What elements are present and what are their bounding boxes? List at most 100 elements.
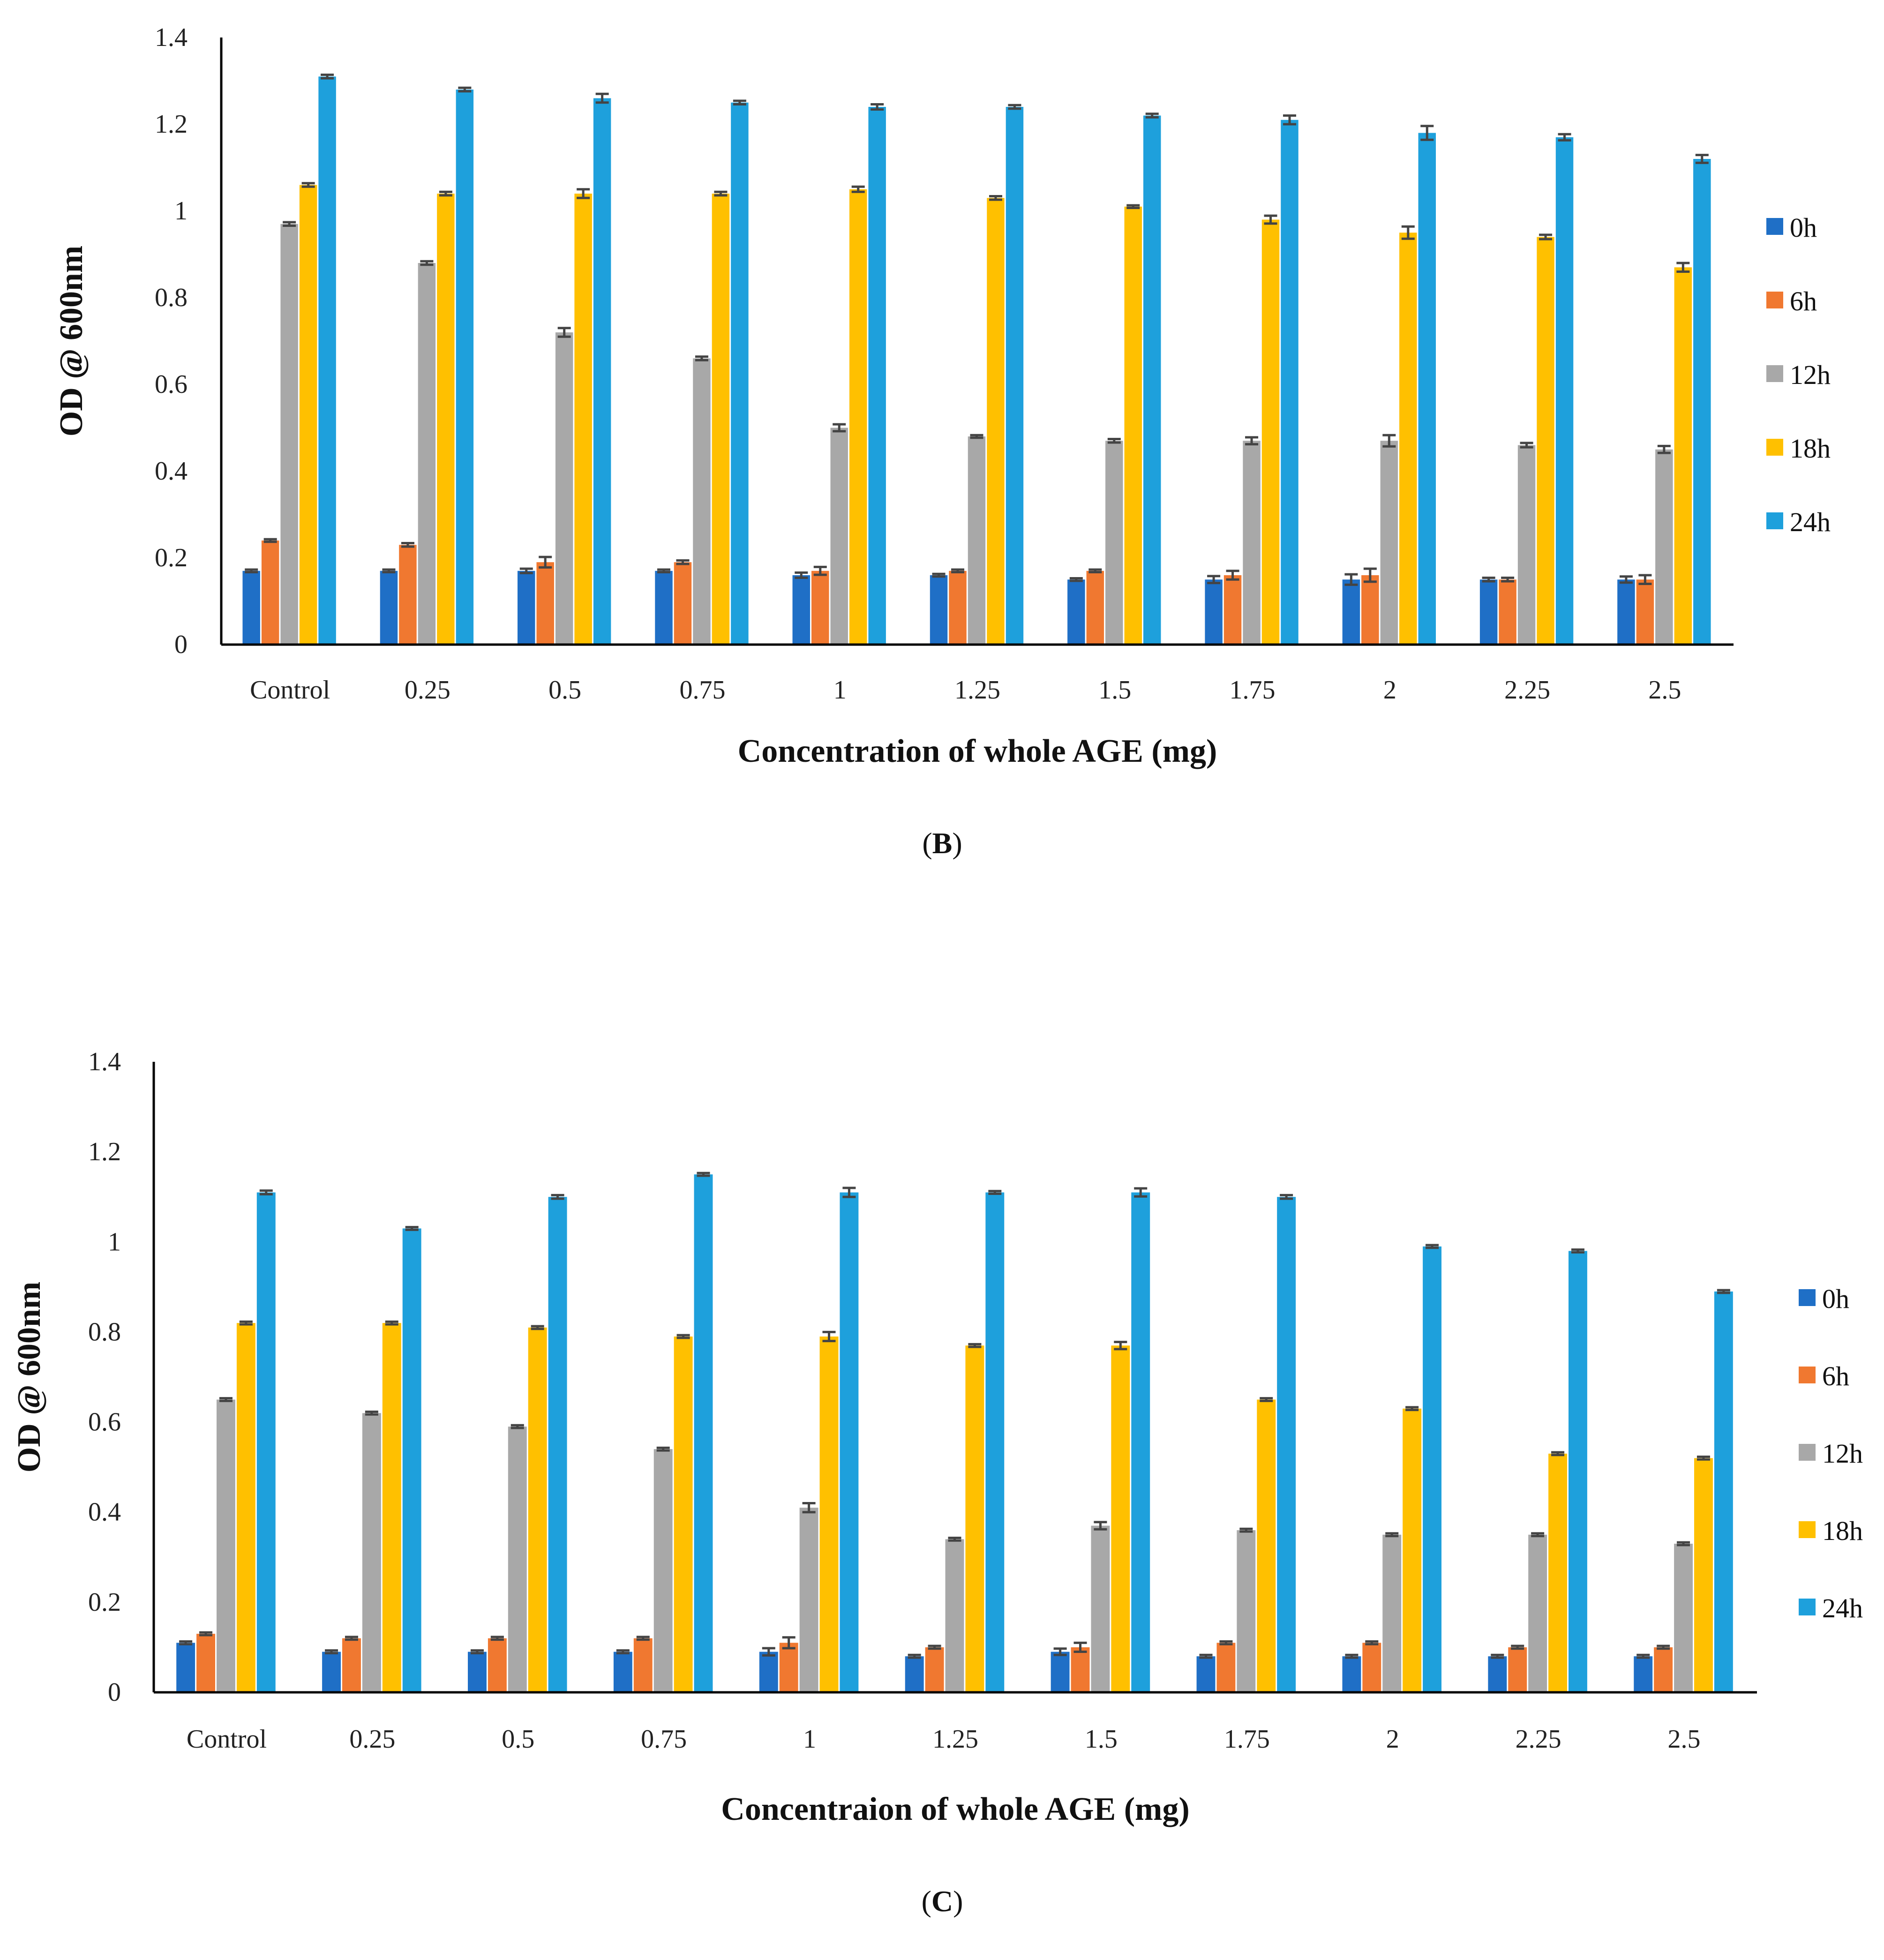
bar-18h-1.5 bbox=[1111, 1345, 1130, 1692]
bar-18h-0.75 bbox=[712, 194, 730, 645]
y-axis-title: OD @ 600nm bbox=[11, 1282, 47, 1472]
bar-24h-1 bbox=[840, 1192, 859, 1692]
bar-24h-1 bbox=[868, 107, 886, 645]
bar-18h-2 bbox=[1399, 233, 1417, 645]
error-bar bbox=[470, 1649, 484, 1654]
error-bar bbox=[301, 182, 315, 188]
error-bar bbox=[1657, 1645, 1670, 1650]
error-bar bbox=[458, 86, 472, 93]
error-bar bbox=[405, 1226, 419, 1231]
bar-24h-2.25 bbox=[1568, 1251, 1587, 1692]
error-bar bbox=[239, 1320, 253, 1326]
bar-18h-1.25 bbox=[965, 1345, 984, 1692]
error-bar bbox=[676, 559, 690, 565]
x-tick-label: 0.75 bbox=[641, 1725, 687, 1754]
bar-6h-2.25 bbox=[1508, 1647, 1527, 1692]
error-bar bbox=[733, 99, 746, 105]
x-tick-label: 1.25 bbox=[932, 1725, 978, 1754]
x-tick-label: 1.25 bbox=[954, 676, 1000, 705]
legend-label-18h: 18h bbox=[1790, 433, 1831, 464]
bar-24h-0.75 bbox=[731, 102, 749, 645]
bar-12h-0.5 bbox=[555, 332, 573, 645]
error-bar bbox=[490, 1636, 504, 1641]
error-bar bbox=[1207, 575, 1221, 585]
bar-6h-1.75 bbox=[1216, 1643, 1236, 1692]
legend: 0h 6h 12h 18h 24h bbox=[1766, 212, 1831, 537]
bar-24h-1.5 bbox=[1131, 1192, 1150, 1692]
bar-0h-2.5 bbox=[1634, 1656, 1653, 1692]
legend-swatch-0h bbox=[1799, 1289, 1816, 1306]
error-bar bbox=[616, 1649, 630, 1654]
bar-0h-1.5 bbox=[1067, 579, 1085, 645]
error-bar bbox=[695, 355, 708, 361]
error-bar bbox=[1558, 133, 1571, 142]
bar-18h-0.5 bbox=[528, 1327, 547, 1692]
error-bar bbox=[1401, 225, 1415, 240]
bar-18h-Control bbox=[299, 185, 317, 645]
y-tick-label: 1.4 bbox=[155, 23, 188, 52]
bar-0h-2.5 bbox=[1617, 579, 1635, 645]
error-bar bbox=[1482, 577, 1495, 583]
error-bar bbox=[1385, 1532, 1399, 1538]
y-tick-label: 0.8 bbox=[88, 1317, 121, 1346]
y-tick-label: 0.4 bbox=[88, 1498, 121, 1527]
error-bar bbox=[1069, 577, 1083, 582]
error-bar bbox=[782, 1636, 796, 1650]
legend-label-18h: 18h bbox=[1822, 1516, 1863, 1546]
error-bar bbox=[1280, 1194, 1293, 1200]
bar-0h-1.75 bbox=[1205, 579, 1223, 645]
error-bar bbox=[1636, 1653, 1650, 1659]
x-tick-label: 2 bbox=[1383, 676, 1396, 705]
error-bar bbox=[970, 434, 983, 439]
bar-6h-2.5 bbox=[1654, 1647, 1673, 1692]
error-bar bbox=[1219, 1640, 1233, 1645]
error-bar bbox=[595, 92, 609, 104]
x-tick-label: Control bbox=[250, 676, 330, 705]
bar-18h-1.25 bbox=[987, 198, 1005, 645]
error-bar bbox=[577, 188, 590, 199]
error-bar bbox=[948, 1536, 961, 1542]
error-bar bbox=[1539, 233, 1553, 240]
y-tick-label: 1 bbox=[108, 1227, 121, 1256]
error-bar bbox=[1344, 573, 1358, 586]
error-bar bbox=[951, 568, 965, 574]
x-tick-label: 2.5 bbox=[1668, 1725, 1701, 1754]
y-tick-label: 0.4 bbox=[155, 457, 188, 486]
bar-24h-1.5 bbox=[1143, 115, 1161, 645]
legend-label-24h: 24h bbox=[1790, 507, 1831, 537]
bar-6h-0.25 bbox=[399, 545, 417, 645]
error-bar bbox=[636, 1636, 650, 1641]
chart-panel-B: 0 0.2 0.4 0.6 0.8 1 1.2 1.4 Control 0.25 0.5 0.75 1 1… bbox=[53, 23, 1831, 860]
y-tick-label: 1 bbox=[174, 196, 188, 225]
x-tick-label: 2.25 bbox=[1516, 1725, 1561, 1754]
x-tick-label: 1.75 bbox=[1224, 1725, 1270, 1754]
x-tick-label: 1 bbox=[803, 1725, 816, 1754]
bar-6h-1.5 bbox=[1071, 1647, 1090, 1692]
error-bar bbox=[531, 1325, 544, 1330]
error-bar bbox=[842, 1187, 856, 1198]
error-bar bbox=[1345, 1653, 1359, 1659]
error-bar bbox=[1501, 577, 1515, 583]
legend: 0h 6h 12h 18h 24h bbox=[1799, 1284, 1863, 1623]
error-bar bbox=[1426, 1244, 1439, 1249]
bar-24h-1.25 bbox=[985, 1192, 1005, 1692]
error-bar bbox=[1114, 1341, 1127, 1351]
y-tick-label: 0.6 bbox=[88, 1408, 121, 1437]
x-tick-label: Control bbox=[187, 1725, 267, 1754]
error-bar bbox=[245, 568, 258, 574]
error-bar bbox=[259, 1189, 273, 1195]
legend-swatch-24h bbox=[1799, 1599, 1816, 1615]
bar-0h-1.25 bbox=[930, 575, 948, 645]
error-bar bbox=[988, 1190, 1002, 1195]
legend-swatch-12h bbox=[1799, 1444, 1816, 1461]
bar-0h-2 bbox=[1342, 579, 1360, 645]
bar-18h-0.25 bbox=[382, 1323, 401, 1692]
error-bar bbox=[439, 190, 452, 197]
error-bar bbox=[1677, 1541, 1690, 1547]
bar-18h-Control bbox=[236, 1323, 255, 1692]
bar-0h-0.5 bbox=[468, 1652, 487, 1692]
legend-swatch-6h bbox=[1799, 1367, 1816, 1383]
x-tick-label: 1.5 bbox=[1085, 1725, 1118, 1754]
error-bar bbox=[179, 1640, 193, 1645]
